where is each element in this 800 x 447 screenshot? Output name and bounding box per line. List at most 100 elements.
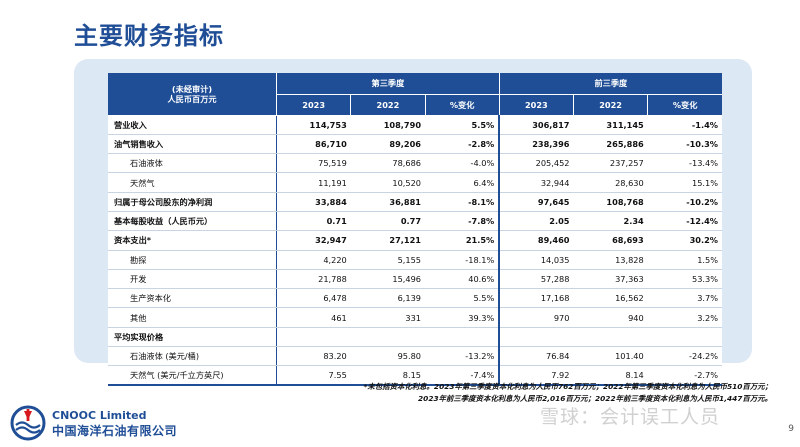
value-cell: [573, 326, 648, 348]
cnooc-logo-icon: [10, 405, 46, 441]
value-cell: [498, 326, 574, 348]
table-row: 油气销售收入 86,710 89,206 -2.8% 238,396 265,886 -10…: [108, 133, 722, 155]
table-row: 开发 21,788 15,496 40.6% 57,288 37,363 53.3%: [108, 269, 722, 290]
table-row: 基本每股收益（人民币元） 0.71 0.77 -7.8% 2.05 2.34 -12.4%: [108, 210, 722, 232]
row-label: 基本每股收益（人民币元）: [108, 210, 277, 232]
row-label: 资本支出*: [108, 230, 277, 251]
value-cell: -2.8%: [425, 133, 500, 155]
value-cell: 940: [573, 307, 648, 328]
col-header: 2022: [572, 94, 648, 116]
footnote-line-1: *未包括资本化利息。2023年第三季度资本化利息为人民币762百万元；2022年…: [363, 382, 772, 391]
value-cell: 39.3%: [425, 307, 500, 328]
value-cell: 15,496: [350, 269, 426, 290]
footnote: *未包括资本化利息。2023年第三季度资本化利息为人民币762百万元；2022年…: [212, 381, 772, 405]
table-row: 天然气 11,191 10,520 6.4% 32,944 28,630 15.1%: [108, 172, 722, 193]
row-label: 天然气: [108, 172, 277, 193]
value-cell: 7.92: [498, 365, 574, 386]
table-row: 石油液体 (美元/桶) 83.20 95.80 -13.2% 76.84 101.40 -2…: [108, 346, 722, 367]
value-cell: -2.7%: [647, 365, 722, 386]
value-cell: 89,460: [498, 230, 574, 251]
value-cell: [647, 326, 722, 348]
value-cell: 6,478: [276, 288, 351, 309]
row-label: 其他: [108, 307, 277, 328]
table-row: 平均实现价格: [108, 326, 722, 348]
value-cell: 3.2%: [647, 307, 722, 328]
row-label: 开发: [108, 269, 277, 290]
value-cell: 11,191: [276, 172, 351, 193]
value-cell: 15.1%: [647, 172, 722, 193]
value-cell: 970: [498, 307, 574, 328]
value-cell: 86,710: [276, 133, 351, 155]
value-cell: 68,693: [573, 230, 648, 251]
value-cell: 37,363: [573, 269, 648, 290]
col-header: 2022: [350, 94, 426, 116]
row-label: 生产资本化: [108, 288, 277, 309]
value-cell: -24.2%: [647, 346, 722, 367]
value-cell: [276, 326, 351, 348]
col-header: %变化: [424, 94, 500, 116]
value-cell: -1.4%: [647, 115, 722, 135]
value-cell: [425, 326, 500, 348]
value-cell: 237,257: [573, 153, 648, 174]
table-row: 资本支出* 32,947 27,121 21.5% 89,460 68,693 30.2%: [108, 230, 722, 251]
value-cell: 5.5%: [425, 288, 500, 309]
value-cell: 95.80: [350, 346, 426, 367]
row-label: 油气销售收入: [108, 133, 277, 155]
brand-chinese: 中国海洋石油有限公司: [52, 424, 178, 438]
row-label: 石油液体 (美元/桶): [108, 346, 277, 367]
table-row: 天然气 (美元/千立方英尺) 7.55 8.15 -7.4% 7.92 8.14 -2.7%: [108, 365, 722, 386]
row-label: 天然气 (美元/千立方英尺): [108, 365, 277, 386]
value-cell: 3.7%: [647, 288, 722, 309]
value-cell: -18.1%: [425, 250, 500, 270]
value-cell: 0.77: [350, 210, 426, 232]
value-cell: 0.71: [276, 210, 351, 232]
value-cell: 108,768: [573, 191, 648, 212]
col-header: 2023: [498, 94, 574, 116]
page-number: 9: [788, 424, 794, 434]
value-cell: 36,881: [350, 191, 426, 212]
brand-english: CNOOC Limited: [52, 409, 147, 422]
value-cell: [350, 326, 426, 348]
header-unit-cell: (未经审计) 人民币百万元: [108, 73, 277, 116]
value-cell: 32,944: [498, 172, 574, 193]
value-cell: 114,753: [276, 115, 351, 135]
watermark: 雪球：会计误工人员: [540, 406, 721, 428]
value-cell: 21,788: [276, 269, 351, 290]
value-cell: 2.34: [573, 210, 648, 232]
value-cell: 89,206: [350, 133, 426, 155]
row-label: 归属于母公司股东的净利润: [108, 191, 277, 212]
row-label: 营业收入: [108, 115, 277, 135]
value-cell: 7.55: [276, 365, 351, 386]
header-unit: 人民币百万元: [167, 93, 217, 104]
value-cell: 97,645: [498, 191, 574, 212]
table-row: 归属于母公司股东的净利润 33,884 36,881 -8.1% 97,645 108,7…: [108, 191, 722, 212]
value-cell: 2.05: [498, 210, 574, 232]
value-cell: -8.1%: [425, 191, 500, 212]
value-cell: -4.0%: [425, 153, 500, 174]
header-q3: 第三季度: [276, 73, 500, 95]
page-title: 主要财务指标: [74, 22, 224, 50]
value-cell: 21.5%: [425, 230, 500, 251]
table-body: 营业收入 114,753 108,790 5.5% 306,817 311,145 -1.4…: [108, 115, 722, 386]
value-cell: 6.4%: [425, 172, 500, 193]
value-cell: 33,884: [276, 191, 351, 212]
value-cell: 17,168: [498, 288, 574, 309]
value-cell: 32,947: [276, 230, 351, 251]
value-cell: 108,790: [350, 115, 426, 135]
value-cell: 5.5%: [425, 115, 500, 135]
value-cell: 40.6%: [425, 269, 500, 290]
value-cell: -7.8%: [425, 210, 500, 232]
table-row: 其他 461 331 39.3% 970 940 3.2%: [108, 307, 722, 328]
value-cell: 306,817: [498, 115, 574, 135]
value-cell: 1.5%: [647, 250, 722, 270]
table-row: 生产资本化 6,478 6,139 5.5% 17,168 16,562 3.7%: [108, 288, 722, 309]
value-cell: 4,220: [276, 250, 351, 270]
value-cell: 78,686: [350, 153, 426, 174]
value-cell: -13.4%: [647, 153, 722, 174]
value-cell: 57,288: [498, 269, 574, 290]
value-cell: 101.40: [573, 346, 648, 367]
row-label: 石油液体: [108, 153, 277, 174]
financial-indicators-table: (未经审计) 人民币百万元 第三季度 前三季度 2023 2022 %变化 20…: [108, 73, 722, 387]
value-cell: 8.14: [573, 365, 648, 386]
header-unaudited: (未经审计): [171, 83, 213, 94]
